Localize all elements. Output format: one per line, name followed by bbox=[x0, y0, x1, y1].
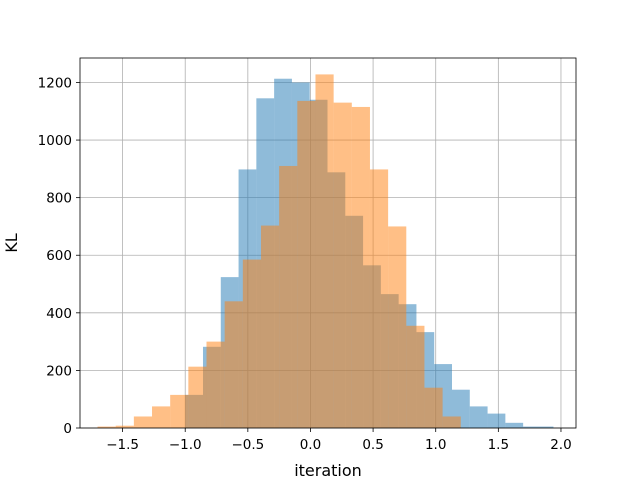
y-axis-ticks: 0 200 400 600 800 1000 1200 bbox=[38, 75, 80, 437]
bar-series-1-bin-14 bbox=[351, 106, 370, 429]
y-tick-label-0: 0 bbox=[63, 421, 72, 437]
x-tick-label-6: 1.5 bbox=[488, 437, 509, 453]
y-tick-label-4: 800 bbox=[46, 191, 72, 207]
bar-series-1-bin-16 bbox=[388, 226, 407, 428]
x-tick-label-4: 0.5 bbox=[362, 437, 383, 453]
bar-series-1-bin-13 bbox=[333, 102, 352, 429]
bar-series-1-bin-19 bbox=[442, 416, 461, 428]
bar-series-1-bin-8 bbox=[242, 259, 261, 428]
bar-series-1-bin-11 bbox=[297, 100, 316, 429]
axes-frame bbox=[79, 57, 577, 429]
bar-series-1-bin-1 bbox=[115, 425, 134, 428]
y-tick-label-6: 1200 bbox=[38, 75, 72, 91]
bar-series-1-bin-18 bbox=[424, 387, 443, 428]
x-tick-label-7: 2.0 bbox=[550, 437, 571, 453]
y-tick-label-3: 600 bbox=[46, 248, 72, 264]
bar-series-1-bin-7 bbox=[224, 301, 243, 428]
y-axis-label: KL bbox=[2, 233, 21, 252]
x-axis-label: iteration bbox=[294, 461, 362, 480]
y-tick-label-2: 400 bbox=[46, 306, 72, 322]
y-tick-label-1: 200 bbox=[46, 363, 72, 379]
x-tick-label-0: −1.5 bbox=[106, 437, 139, 453]
bar-series-1-bin-9 bbox=[260, 225, 280, 428]
bar-series-0-bin-16 bbox=[469, 406, 488, 428]
histogram-bars bbox=[97, 74, 554, 429]
x-axis-ticks: −1.5 −1.0 −0.5 0.0 0.5 1.0 1.5 2.0 bbox=[106, 428, 572, 453]
x-tick-label-1: −1.0 bbox=[169, 437, 202, 453]
bar-series-1-bin-2 bbox=[133, 416, 153, 428]
bar-series-1-bin-6 bbox=[206, 341, 225, 428]
x-tick-label-3: 0.0 bbox=[300, 437, 321, 453]
bar-series-1-bin-4 bbox=[170, 394, 189, 428]
x-tick-label-2: −0.5 bbox=[231, 437, 264, 453]
bar-series-1-bin-10 bbox=[279, 165, 298, 428]
bar-series-0-bin-19 bbox=[523, 426, 554, 428]
bar-series-0-bin-17 bbox=[487, 413, 506, 428]
bar-series-1-bin-5 bbox=[188, 366, 207, 428]
bar-series-1-bin-15 bbox=[369, 169, 389, 429]
bar-series-1-bin-12 bbox=[315, 74, 334, 429]
bar-series-0-bin-18 bbox=[505, 422, 524, 428]
x-tick-label-5: 1.0 bbox=[425, 437, 446, 453]
bar-series-1-bin-3 bbox=[152, 406, 171, 428]
y-tick-label-5: 1000 bbox=[38, 133, 72, 149]
bar-series-1-bin-17 bbox=[406, 325, 425, 428]
bar-series-1-bin-0 bbox=[97, 426, 116, 428]
